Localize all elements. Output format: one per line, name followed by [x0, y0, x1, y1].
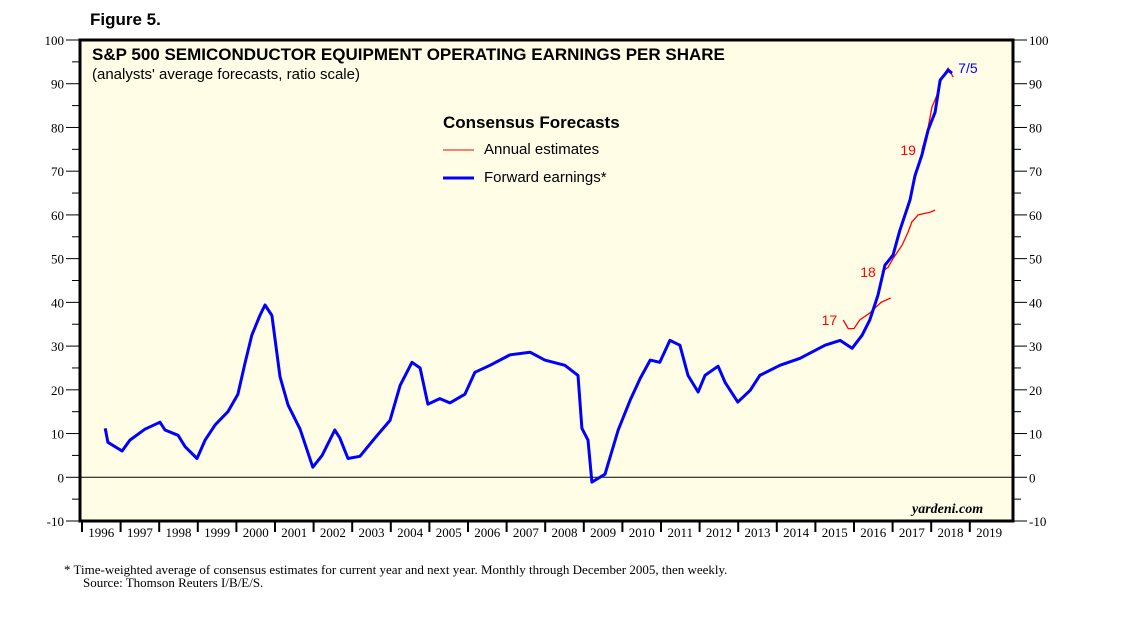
x-tick-label: 2010: [629, 525, 655, 540]
x-tick-label: 2017: [899, 525, 926, 540]
x-tick-label: 2006: [474, 525, 501, 540]
x-tick-label: 2012: [706, 525, 732, 540]
x-tick-label: 2016: [860, 525, 887, 540]
x-tick-label: 2019: [976, 525, 1002, 540]
watermark: yardeni.com: [912, 502, 984, 517]
legend-forward-label: Forward earnings*: [484, 169, 607, 186]
x-tick-label: 2008: [552, 525, 578, 540]
y-tick-label-right: -10: [1029, 514, 1046, 529]
y-tick-label-left: 60: [51, 208, 64, 223]
series-label-18: 18: [860, 264, 876, 280]
x-tick-label: 1998: [166, 525, 192, 540]
x-tick-label: 1996: [88, 525, 115, 540]
y-tick-label-left: 70: [51, 164, 64, 179]
y-tick-label-left: 10: [51, 427, 64, 442]
y-tick-label-right: 0: [1029, 470, 1036, 485]
x-tick-label: 2014: [783, 525, 810, 540]
x-tick-label: 2018: [938, 525, 964, 540]
y-tick-label-left: 30: [51, 339, 64, 354]
x-tick-label: 2005: [436, 525, 462, 540]
x-tick-label: 2011: [668, 525, 694, 540]
source-text: Source: Thomson Reuters I/B/E/S.: [83, 575, 264, 590]
legend-annual-label: Annual estimates: [484, 141, 600, 158]
series-label-19: 19: [900, 142, 916, 158]
x-tick-label: 2003: [359, 525, 385, 540]
y-tick-label-right: 90: [1029, 77, 1042, 92]
y-tick-label-right: 40: [1029, 295, 1042, 310]
x-tick-label: 2002: [320, 525, 346, 540]
x-tick-label: 2009: [590, 525, 616, 540]
y-tick-label-right: 50: [1029, 252, 1042, 267]
annual-estimate-line-18: [881, 209, 936, 273]
y-tick-label-left: 50: [51, 252, 64, 267]
figure-label: Figure 5.: [90, 10, 161, 29]
legend-title: Consensus Forecasts: [443, 113, 620, 132]
y-tick-label-right: 10: [1029, 427, 1042, 442]
y-tick-label-left: 100: [45, 33, 65, 48]
footnote: * Time-weighted average of consensus est…: [64, 563, 727, 589]
x-tick-label: 2000: [243, 525, 269, 540]
x-tick-label: 2004: [397, 525, 424, 540]
x-tick-label: 2007: [513, 525, 540, 540]
y-tick-label-right: 70: [1029, 164, 1042, 179]
y-tick-label-left: 20: [51, 383, 64, 398]
series-label-17: 17: [822, 312, 838, 328]
y-tick-label-right: 60: [1029, 208, 1042, 223]
y-tick-label-right: 20: [1029, 383, 1042, 398]
y-tick-label-right: 100: [1029, 33, 1049, 48]
y-tick-label-right: 80: [1029, 120, 1042, 135]
y-tick-label-left: -10: [47, 514, 64, 529]
y-tick-label-right: 30: [1029, 339, 1042, 354]
y-tick-label-left: 0: [58, 470, 65, 485]
chart-subtitle: (analysts' average forecasts, ratio scal…: [92, 66, 360, 83]
y-tick-label-left: 90: [51, 77, 64, 92]
x-tick-label: 1997: [127, 525, 154, 540]
x-tick-label: 2013: [745, 525, 771, 540]
x-tick-label: 2001: [281, 525, 307, 540]
chart-title: S&P 500 SEMICONDUCTOR EQUIPMENT OPERATIN…: [92, 45, 725, 64]
x-tick-label: 2015: [822, 525, 848, 540]
annual-estimate-line-17: [842, 297, 891, 330]
footnote-text: * Time-weighted average of consensus est…: [64, 562, 728, 577]
forward-earnings-line: [103, 68, 953, 484]
end-date-label: 7/5: [958, 60, 978, 76]
y-tick-label-left: 80: [51, 120, 64, 135]
x-tick-label: 1999: [204, 525, 230, 540]
y-tick-label-left: 40: [51, 295, 64, 310]
